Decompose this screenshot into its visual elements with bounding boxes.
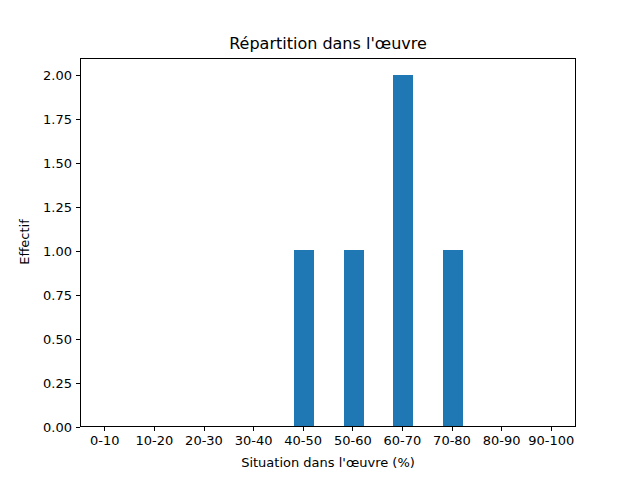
y-tick-mark xyxy=(76,119,80,120)
y-tick-mark xyxy=(76,295,80,296)
y-tick-label: 0.50 xyxy=(26,332,72,347)
y-tick-label: 1.00 xyxy=(26,244,72,259)
y-tick-label: 1.75 xyxy=(26,112,72,127)
y-tick-label: 0.75 xyxy=(26,288,72,303)
bar-70-80 xyxy=(443,250,463,426)
x-tick-mark xyxy=(303,427,304,431)
y-tick-mark xyxy=(76,427,80,428)
y-tick-label: 0.00 xyxy=(26,420,72,435)
chart-title: Répartition dans l'œuvre xyxy=(80,34,576,54)
y-tick-label: 1.25 xyxy=(26,200,72,215)
x-tick-label: 90-100 xyxy=(521,433,581,448)
y-tick-mark xyxy=(76,251,80,252)
x-tick-mark xyxy=(452,427,453,431)
figure: Répartition dans l'œuvre Effectif 0.000.… xyxy=(0,0,640,480)
bar-50-60 xyxy=(344,250,364,426)
x-tick-mark xyxy=(154,427,155,431)
bar-60-70 xyxy=(393,75,413,426)
y-tick-label: 1.50 xyxy=(26,156,72,171)
y-tick-mark xyxy=(76,383,80,384)
bar-40-50 xyxy=(294,250,314,426)
x-tick-mark xyxy=(551,427,552,431)
x-tick-mark xyxy=(352,427,353,431)
y-tick-mark xyxy=(76,75,80,76)
plot-area xyxy=(80,58,576,427)
x-tick-mark xyxy=(253,427,254,431)
y-tick-label: 2.00 xyxy=(26,68,72,83)
x-tick-mark xyxy=(501,427,502,431)
y-tick-label: 0.25 xyxy=(26,376,72,391)
x-tick-mark xyxy=(204,427,205,431)
y-tick-mark xyxy=(76,163,80,164)
x-tick-mark xyxy=(104,427,105,431)
y-tick-mark xyxy=(76,339,80,340)
x-axis-label: Situation dans l'œuvre (%) xyxy=(80,455,576,471)
y-tick-mark xyxy=(76,207,80,208)
x-tick-mark xyxy=(402,427,403,431)
